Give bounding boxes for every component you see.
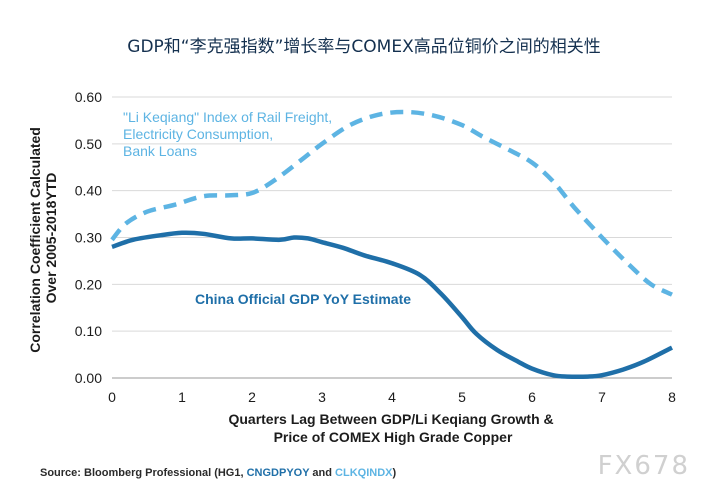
y-axis-label-line-1: Correlation Coefficient Calculated: [27, 127, 43, 353]
x-tick-label: 0: [108, 389, 116, 405]
series-label-li-keqiang-line-1: "Li Keqiang" Index of Rail Freight,: [123, 109, 332, 125]
series-lines: [110, 109, 673, 379]
y-tick-label: 0.10: [75, 323, 102, 339]
watermark: FX678: [598, 451, 690, 481]
source-note: Source: Bloomberg Professional (HG1, CNG…: [40, 467, 396, 479]
x-tick-label: 5: [458, 389, 466, 405]
x-axis-label: Quarters Lag Between GDP/Li Keqiang Grow…: [228, 411, 557, 445]
series-line-li-keqiang: [110, 109, 673, 297]
x-tick-label: 6: [528, 389, 536, 405]
x-axis-label-line-1: Quarters Lag Between GDP/Li Keqiang Grow…: [228, 411, 553, 427]
y-tick-label: 0.50: [75, 136, 102, 152]
source-suffix: ): [392, 467, 396, 479]
y-axis-ticks: 0.00 0.10 0.20 0.30 0.40 0.50 0.60: [75, 89, 102, 386]
gridlines: [112, 96, 672, 379]
source-ticker-lkq: CLKQINDX: [335, 467, 393, 479]
series-line-gdp: [111, 230, 673, 379]
x-tick-label: 7: [598, 389, 606, 405]
y-tick-label: 0.30: [75, 230, 102, 246]
y-tick-label: 0.40: [75, 183, 102, 199]
series-label-li-keqiang-line-3: Bank Loans: [123, 143, 197, 159]
y-tick-label: 0.20: [75, 276, 102, 292]
chart-title: GDP和“李克强指数”增长率与COMEX高品位铜价之间的相关性: [127, 37, 600, 57]
y-axis-label-line-2: Over 2005-2018YTD: [43, 173, 59, 304]
series-label-gdp: China Official GDP YoY Estimate: [195, 291, 411, 307]
x-tick-label: 2: [248, 389, 256, 405]
y-axis-label: Correlation Coefficient Calculated Over …: [27, 123, 59, 352]
x-tick-label: 8: [668, 389, 676, 405]
x-tick-label: 1: [178, 389, 186, 405]
series-label-li-keqiang-line-2: Electricity Consumption,: [123, 126, 273, 142]
source-middle: and: [309, 467, 335, 479]
source-ticker-gdp: CNGDPYOY: [247, 467, 311, 479]
x-tick-label: 4: [388, 389, 396, 405]
y-tick-label: 0.60: [75, 89, 102, 105]
series-label-li-keqiang: "Li Keqiang" Index of Rail Freight, Elec…: [123, 109, 336, 159]
x-axis-ticks: 0 1 2 3 4 5 6 7 8: [108, 389, 676, 405]
source-prefix: Source: Bloomberg Professional (HG1,: [40, 467, 247, 479]
x-tick-label: 3: [318, 389, 326, 405]
y-tick-label: 0.00: [75, 370, 102, 386]
x-axis-label-line-2: Price of COMEX High Grade Copper: [274, 429, 513, 445]
